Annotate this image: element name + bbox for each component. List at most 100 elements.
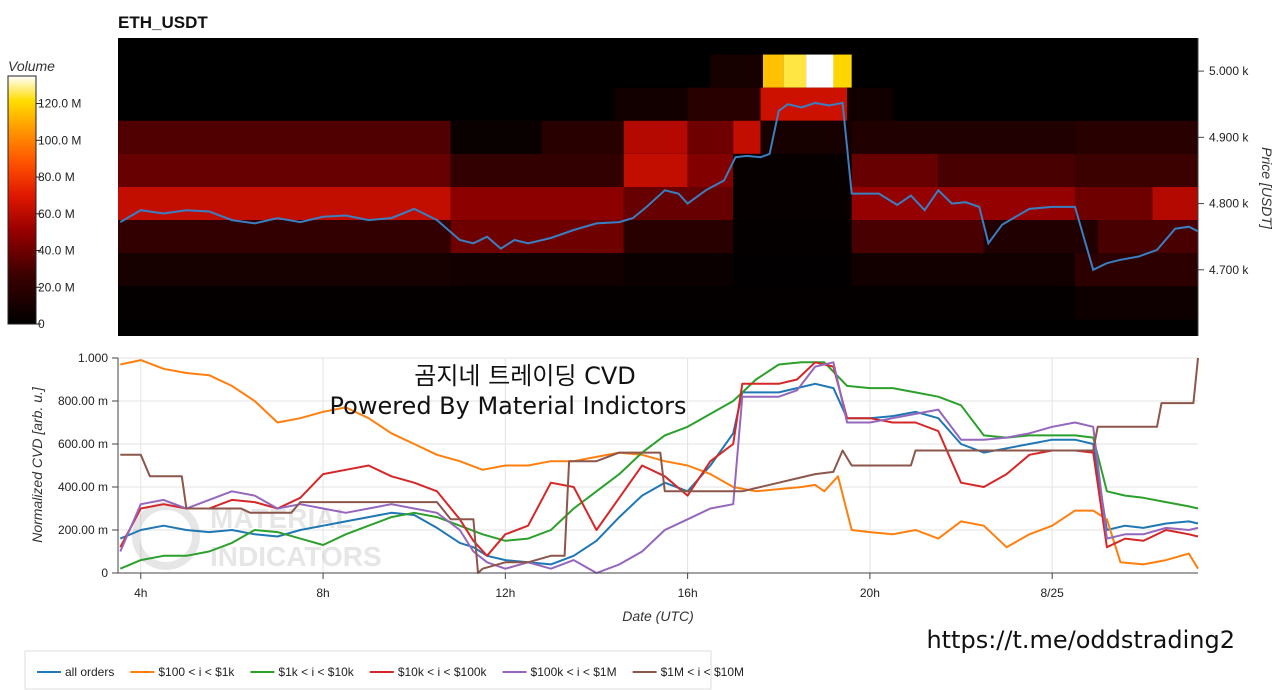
heatmap-cell (118, 153, 451, 187)
heatmap-cell (118, 187, 451, 221)
colorbar-tick-label: 80.0 M (38, 170, 75, 184)
heatmap-cell (450, 120, 542, 154)
colorbar: Volume 0 20.0 M 40.0 M 60.0 M 80.0 M 100.0 M 1… (7, 58, 81, 331)
heatmap-cell (541, 120, 624, 154)
legend-items: all orders $100 < i < $1k $1k < i < $10k $1… (37, 665, 744, 679)
heatmap-cell (733, 253, 852, 287)
heatmap-cell (1074, 153, 1198, 187)
price-tick-label: 4.700 k (1209, 263, 1249, 277)
heatmap-cell (938, 153, 1075, 187)
heatmap-cell (833, 54, 852, 88)
series-line-1k-i-10k (119, 361, 1199, 570)
cvd-y-ticks: 0 200.00 m 400.00 m 600.00 m 800.00 m 1.000 (58, 351, 118, 580)
price-tick-label: 4.800 k (1209, 197, 1249, 211)
heatmap-cell (1097, 220, 1198, 254)
colorbar-ticks: 0 20.0 M 40.0 M 60.0 M 80.0 M 100.0 M 120.0 M (36, 97, 81, 331)
legend-label-100k-i-1m: $100k < i < $1M (531, 665, 617, 679)
chart-title: ETH_USDT (118, 13, 208, 32)
cvd-x-tick-label: 8h (316, 586, 329, 600)
cvd-x-axis-label: Date (UTC) (622, 608, 694, 624)
legend: all orders $100 < i < $1k $1k < i < $10k $1… (24, 650, 744, 690)
heatmap-cell (118, 120, 451, 154)
cvd-x-tick-label: 20h (860, 586, 880, 600)
heatmap-cell (733, 187, 852, 221)
series-line-100-i-1k (120, 359, 1199, 570)
colorbar-gradient (7, 75, 37, 325)
price-tick-label: 5.000 k (1209, 64, 1249, 78)
price-line (119, 101, 1199, 272)
cvd-x-tick-label: 12h (495, 586, 515, 600)
heatmap-cell (450, 187, 624, 221)
cvd-y-axis-label: Normalized CVD [arb. u.] (29, 386, 45, 543)
cvd-y-tick-label: 800.00 m (58, 394, 108, 408)
heatmap-cell (1074, 120, 1198, 154)
heatmap-cell (847, 87, 893, 121)
heatmap-cell (1074, 187, 1153, 221)
heatmap-cell (733, 153, 852, 187)
heatmap-cell (760, 120, 852, 154)
heatmap-cell (851, 187, 1075, 221)
series-line-1m-i-10m (120, 357, 1199, 574)
heatmap-cell (687, 153, 734, 187)
heatmap-cell (983, 220, 1098, 254)
colorbar-tick-label: 60.0 M (38, 207, 75, 221)
cvd-y-tick-label: 600.00 m (58, 437, 108, 451)
heatmap-cell (733, 220, 852, 254)
heatmap-cell (623, 153, 688, 187)
heatmap-cell (623, 120, 688, 154)
channel-url: https://t.me/oddstrading2 (926, 626, 1235, 654)
colorbar-tick-label: 120.0 M (38, 97, 81, 111)
heatmap-cell (1074, 286, 1198, 320)
colorbar-tick-label: 20.0 M (38, 280, 75, 294)
heatmap-cell (118, 253, 451, 287)
legend-label-all-orders: all orders (65, 665, 114, 679)
watermark-title: 곰지네 트레이딩 CVD (414, 362, 635, 390)
heatmap-cell (118, 286, 1075, 320)
heatmap-cell (851, 153, 939, 187)
watermark-subtitle: Powered By Material Indictors (330, 392, 687, 420)
colorbar-label: Volume (8, 58, 55, 74)
faded-logo-line2: INDICATORS (210, 541, 382, 572)
heatmap-cell (762, 54, 784, 88)
heatmap-cell (450, 153, 624, 187)
cvd-y-tick-label: 200.00 m (58, 523, 108, 537)
price-axis-label: Price [USDT] (1259, 147, 1275, 230)
colorbar-tick-label: 40.0 M (38, 244, 75, 258)
heatmap-cell (733, 120, 761, 154)
heatmap-cell (623, 187, 734, 221)
heatmap-cell (687, 87, 761, 121)
heatmap-cell (783, 54, 807, 88)
heatmap-cell (450, 253, 624, 287)
cvd-x-ticks: 4h 8h 12h 16h 20h 8/25 (134, 573, 1064, 600)
faded-logo-watermark: MATERIAL INDICATORS (132, 502, 382, 572)
heatmap-cell (851, 253, 1075, 287)
legend-box (24, 650, 712, 690)
legend-label-10k-i-100k: $10k < i < $100k (398, 665, 488, 679)
heatmap-cell (623, 253, 734, 287)
heatmap-cell (851, 220, 984, 254)
series-line-100k-i-1m (119, 361, 1199, 574)
heatmap-cell (806, 54, 834, 88)
cvd-x-tick-label: 4h (134, 586, 147, 600)
cvd-y-tick-label: 1.000 (78, 351, 108, 365)
cvd-panel: MATERIAL INDICATORS 0 200.00 m 400.00 m 600… (29, 351, 1199, 624)
heatmap-cell (710, 54, 763, 88)
heatmap-cell (1152, 187, 1198, 221)
cvd-x-tick-label: 8/25 (1040, 586, 1064, 600)
legend-label-1k-i-10k: $1k < i < $10k (278, 665, 354, 679)
heatmap-cell (118, 220, 451, 254)
heatmap-panel: 4.700 k 4.800 k 4.900 k 5.000 k Price [USDT… (118, 38, 1275, 336)
heatmap-cell (687, 120, 734, 154)
price-tick-label: 4.900 k (1209, 130, 1249, 144)
legend-label-100-i-1k: $100 < i < $1k (158, 665, 235, 679)
price-axis-ticks: 4.700 k 4.800 k 4.900 k 5.000 k (1198, 64, 1249, 277)
series-line-10k-i-100k (119, 361, 1199, 557)
cvd-series (119, 357, 1199, 574)
cvd-y-tick-label: 400.00 m (58, 480, 108, 494)
legend-label-1m-i-10m: $1M < i < $10M (661, 665, 744, 679)
heatmap-cell (614, 87, 688, 121)
heatmap-cell (623, 220, 734, 254)
heatmap-cell (450, 220, 624, 254)
colorbar-tick-label: 100.0 M (38, 133, 81, 147)
